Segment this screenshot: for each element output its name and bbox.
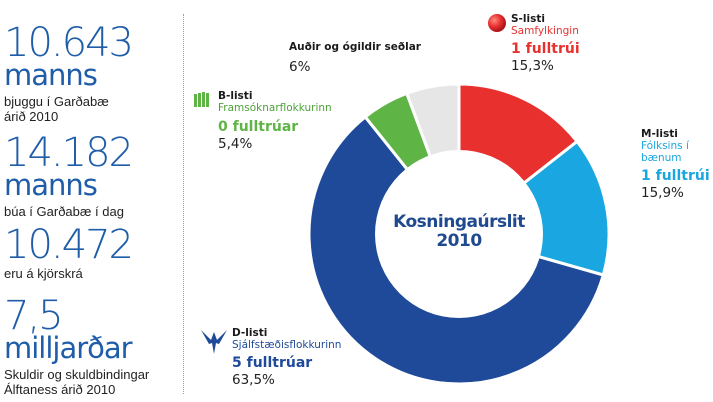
percent: 15,9%: [641, 185, 684, 201]
chart-title-line: 2010: [436, 231, 482, 251]
label-m-listi: M-listi Fólksins í bænum 1 fulltrúi 15,9…: [641, 128, 710, 201]
stat-population-2010: 10.643 manns bjuggu í Garðabæ árið 2010: [4, 20, 134, 124]
stat-unit: manns: [4, 58, 98, 92]
list-name: S-listi: [511, 13, 545, 25]
stat-number: 7,5: [4, 293, 64, 339]
stat-unit: manns: [4, 168, 98, 202]
label-d-listi: D-listi Sjálfstæðisflokkurinn 5 fulltrúa…: [232, 327, 341, 388]
red-ball-icon: [488, 14, 506, 32]
list-name: Auðir og ógildir seðlar: [289, 41, 421, 53]
list-name: B-listi: [218, 90, 253, 102]
party-name: bænum: [641, 152, 682, 164]
label-blank-votes: Auðir og ógildir seðlar 6%: [289, 41, 421, 75]
label-s-listi: S-listi Samfylkingin 1 fulltrúi 15,3%: [511, 13, 580, 74]
stat-population-now: 14.182 manns búa í Garðabæ í dag: [4, 130, 134, 219]
party-name: Framsóknarflokkurinn: [218, 102, 332, 114]
seats: 5 fulltrúar: [232, 355, 313, 371]
donut-hole: [375, 150, 543, 318]
falcon-icon: [201, 330, 227, 354]
percent: 15,3%: [511, 58, 554, 74]
stat-caption: árið 2010: [4, 109, 59, 124]
stat-caption: eru á kjörskrá: [4, 266, 83, 281]
list-name: M-listi: [641, 128, 678, 140]
stat-unit: milljarðar: [4, 331, 133, 365]
stat-number: 14.182: [4, 130, 134, 176]
party-name: Sjálfstæðisflokkurinn: [232, 339, 342, 351]
divider: [183, 14, 184, 394]
stat-debt: 7,5 milljarðar Skuldir og skuldbindingar…: [4, 293, 150, 397]
stat-caption: bjuggu í Garðabæ: [4, 94, 109, 109]
stat-caption: Skuldir og skuldbindingar: [4, 367, 150, 382]
stat-caption: Álftaness árið 2010: [4, 382, 116, 397]
stat-voters: 10.472 eru á kjörskrá: [4, 222, 134, 281]
chart-title: Kosningaúrslit 2010: [379, 213, 539, 251]
percent: 63,5%: [232, 372, 275, 388]
list-name: D-listi: [232, 327, 268, 339]
stat-number: 10.643: [4, 20, 134, 66]
stat-caption: búa í Garðabæ í dag: [4, 204, 124, 219]
seats: 1 fulltrúi: [641, 168, 710, 184]
book-icon: [194, 92, 209, 107]
party-name: Samfylkingin: [511, 25, 579, 37]
seats: 1 fulltrúi: [511, 41, 580, 57]
label-b-listi: B-listi Framsóknarflokkurinn 0 fulltrúar…: [218, 90, 332, 152]
percent: 5,4%: [218, 136, 253, 152]
stat-number: 10.472: [4, 222, 134, 268]
party-name: Fólksins í: [641, 140, 689, 152]
stats-panel: 10.643 manns bjuggu í Garðabæ árið 2010 …: [0, 0, 180, 402]
chart-title-line: Kosningaúrslit: [393, 212, 525, 232]
percent: 6%: [289, 59, 311, 75]
seats: 0 fulltrúar: [218, 119, 299, 135]
